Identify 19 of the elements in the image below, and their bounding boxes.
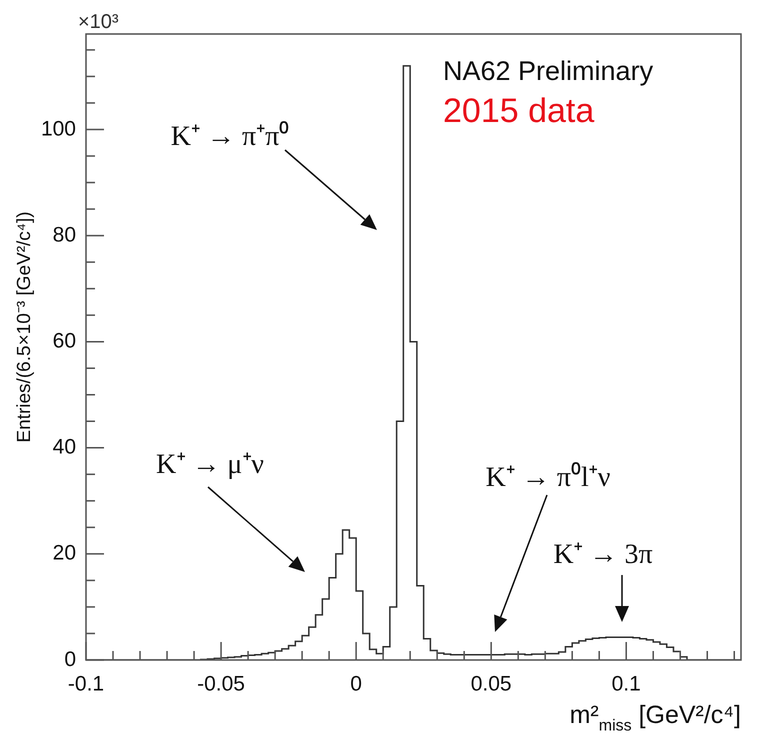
y-tick-label: 20	[52, 542, 76, 565]
y-tick-label: 60	[52, 329, 76, 352]
annotation: 2015 data	[443, 92, 594, 130]
x-tick-label: 0.05	[470, 672, 512, 696]
x-tick-label: -0.1	[68, 672, 104, 696]
y-tick-label: 100	[40, 117, 76, 140]
y-tick-label: 0	[64, 648, 76, 671]
annotation: K⁺ → π⁰l⁺ν	[486, 462, 610, 493]
text: ×10³	[78, 11, 119, 33]
x-tick-label: -0.05	[197, 672, 245, 696]
y-tick-label: 80	[52, 223, 76, 246]
annotation: K⁺ → π⁺π⁰	[170, 121, 290, 152]
y-axis-title: Entries/(6.5×10⁻³ [GeV²/c⁴])	[14, 211, 35, 443]
x-tick-label: 0.1	[612, 672, 641, 696]
y-tick-label: 40	[52, 436, 76, 459]
x-tick-label: 0	[350, 672, 362, 696]
annotation: K⁺ → 3π	[553, 539, 653, 570]
annotation: NA62 Preliminary	[443, 56, 654, 86]
annotation: K⁺ → μ⁺ν	[156, 449, 264, 480]
